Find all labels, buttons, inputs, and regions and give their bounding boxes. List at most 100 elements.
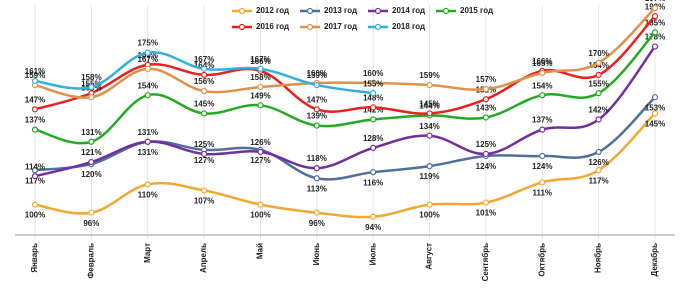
- legend-label: 2018 год: [392, 22, 425, 31]
- point: [370, 79, 377, 87]
- value-label: 160%: [363, 69, 383, 78]
- legend-label: 2016 год: [256, 22, 289, 31]
- value-label: 125%: [194, 140, 214, 149]
- legend-label: 2015 год: [460, 6, 493, 15]
- legend-label: 2014 год: [392, 6, 425, 15]
- series-line: [34, 112, 656, 219]
- value-label: 167%: [250, 55, 270, 64]
- point: [200, 110, 208, 117]
- legend-marker: [374, 7, 382, 15]
- value-label: 165%: [532, 59, 552, 68]
- value-label: 127%: [250, 156, 270, 165]
- value-label: 107%: [194, 197, 214, 206]
- value-label: 157%: [476, 75, 496, 84]
- point: [651, 94, 659, 101]
- value-label: 124%: [532, 162, 552, 171]
- point: [370, 116, 377, 123]
- value-label: 155%: [81, 79, 101, 88]
- x-tick-label: Январь: [30, 243, 39, 273]
- x-tick-label: Июнь: [312, 243, 321, 265]
- value-label: 149%: [250, 91, 270, 100]
- point: [370, 90, 377, 97]
- x-tick-label: Май: [256, 243, 265, 259]
- x-tick-label: Ноябрь: [594, 243, 603, 273]
- point: [313, 81, 320, 89]
- legend-marker: [374, 23, 382, 31]
- point: [88, 138, 95, 145]
- point: [539, 126, 546, 133]
- value-label: 144%: [419, 102, 439, 111]
- point: [539, 179, 546, 186]
- value-label: 159%: [419, 71, 439, 80]
- point: [144, 181, 151, 188]
- point: [426, 110, 433, 117]
- point: [595, 71, 602, 79]
- value-label: 125%: [476, 140, 496, 149]
- point: [31, 173, 39, 180]
- point: [257, 201, 264, 208]
- x-tick-label: Декабрь: [650, 243, 659, 277]
- value-label: 126%: [588, 158, 608, 167]
- value-label: 145%: [194, 100, 214, 109]
- value-label: 110%: [138, 190, 158, 199]
- point: [88, 94, 95, 101]
- value-label: 131%: [81, 128, 101, 137]
- point: [426, 132, 433, 139]
- point: [539, 69, 546, 76]
- value-label: 166%: [250, 57, 270, 66]
- point: [426, 81, 433, 89]
- point: [257, 65, 264, 72]
- point: [595, 167, 602, 174]
- value-label: 161%: [25, 67, 45, 76]
- point: [539, 152, 546, 160]
- x-tick-label: Октябрь: [537, 243, 546, 277]
- value-label: 126%: [250, 138, 270, 147]
- value-label: 142%: [588, 106, 608, 115]
- series-line: [34, 7, 656, 99]
- value-label: 159%: [25, 71, 45, 80]
- point: [426, 201, 433, 208]
- point: [595, 116, 602, 123]
- value-label: 121%: [81, 148, 101, 157]
- point: [482, 85, 490, 93]
- legend-marker: [238, 23, 246, 31]
- value-label: 120%: [81, 170, 101, 179]
- point: [482, 150, 490, 158]
- x-tick-label: Март: [143, 243, 152, 263]
- point: [595, 148, 602, 156]
- legend-marker: [306, 7, 314, 15]
- point: [370, 169, 377, 176]
- value-label: 155%: [363, 79, 383, 88]
- point: [539, 92, 546, 99]
- value-label: 147%: [25, 95, 45, 104]
- point: [144, 138, 151, 145]
- x-tick-label: Февраль: [86, 243, 95, 279]
- legend-label: 2012 год: [256, 6, 289, 15]
- point: [482, 96, 490, 103]
- legend-marker: [306, 23, 314, 31]
- point: [370, 144, 377, 151]
- value-label: 127%: [194, 156, 214, 165]
- value-label: 185%: [645, 18, 665, 27]
- value-label: 113%: [307, 184, 327, 193]
- value-label: 147%: [307, 95, 327, 104]
- point: [144, 65, 151, 72]
- value-label: 153%: [645, 103, 665, 112]
- value-label: 156%: [194, 77, 214, 86]
- value-label: 134%: [419, 122, 439, 131]
- value-label: 116%: [363, 178, 383, 187]
- point: [313, 106, 320, 113]
- point: [88, 83, 95, 91]
- value-label: 197%: [645, 0, 665, 3]
- point: [200, 71, 208, 79]
- point: [313, 165, 320, 172]
- value-label: 148%: [363, 93, 383, 102]
- value-label: 154%: [532, 81, 552, 90]
- value-label: 175%: [137, 39, 157, 48]
- value-label: 96%: [83, 219, 99, 228]
- value-label: 117%: [589, 176, 609, 185]
- point: [257, 83, 264, 91]
- value-label: 100%: [419, 211, 439, 220]
- point: [31, 167, 39, 174]
